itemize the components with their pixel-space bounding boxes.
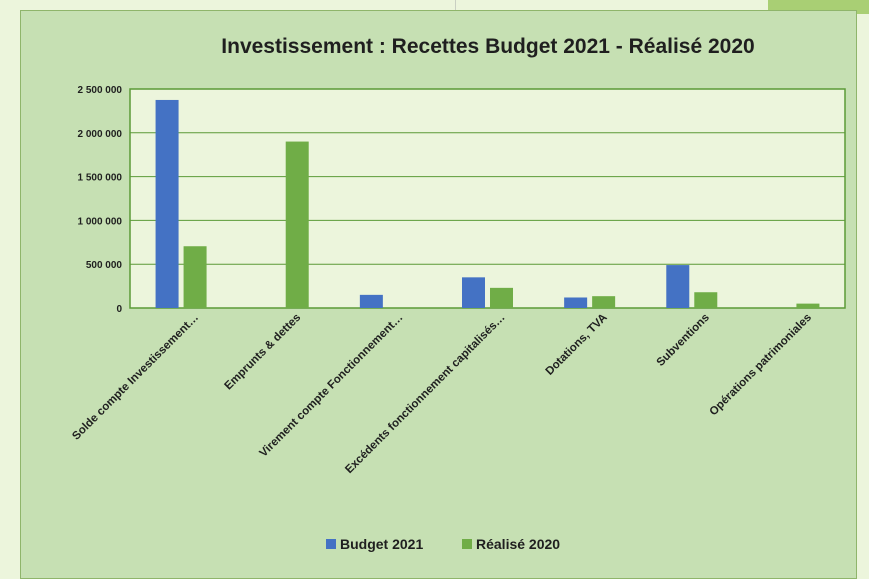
bar-budget-2021	[462, 277, 485, 308]
gridlines	[130, 132, 845, 265]
bar-realise-2020	[183, 246, 207, 308]
bar-budget-2021	[155, 99, 179, 308]
bar-realise-2020	[796, 303, 820, 308]
x-tick-label: Emprunts & dettes	[223, 312, 304, 393]
background-divider	[455, 0, 456, 14]
bar-budget-2021	[359, 294, 383, 308]
bar-budget-2021	[666, 265, 690, 308]
legend-swatch	[462, 539, 472, 549]
bar-realise-2020	[694, 292, 718, 308]
x-axis: Solde compte Investissement… Emprunts & d…	[70, 312, 814, 476]
legend-swatch	[326, 539, 336, 549]
bar-realise-2020	[592, 296, 616, 308]
legend-label: Réalisé 2020	[476, 536, 560, 552]
y-axis: 0 500 000 1 000 000 1 500 000 2 000 000 2 500…	[78, 85, 123, 315]
x-tick-label: Opérations patrimoniales	[707, 312, 814, 419]
legend-label: Budget 2021	[340, 536, 423, 552]
y-tick-label: 1 000 000	[78, 216, 123, 227]
bar-budget-2021	[564, 297, 588, 308]
bar-realise-2020	[490, 287, 513, 308]
y-tick-label: 0	[116, 304, 122, 315]
plot-area	[129, 88, 846, 309]
bar-realise-2020	[285, 141, 309, 308]
y-tick-label: 2 000 000	[78, 129, 123, 140]
x-tick-label: Subventions	[655, 312, 712, 369]
x-tick-label: Dotations, TVA	[544, 312, 610, 378]
legend: Budget 2021 Réalisé 2020	[326, 536, 560, 552]
y-tick-label: 1 500 000	[78, 173, 123, 184]
x-tick-label: Excédents fonctionnement capitalisés…	[343, 312, 507, 476]
bars	[155, 99, 820, 308]
chart-title: Investissement : Recettes Budget 2021 - …	[221, 35, 754, 58]
y-tick-label: 500 000	[86, 260, 123, 271]
y-tick-label: 2 500 000	[78, 85, 123, 96]
x-tick-label: Solde compte Investissement…	[70, 312, 201, 443]
